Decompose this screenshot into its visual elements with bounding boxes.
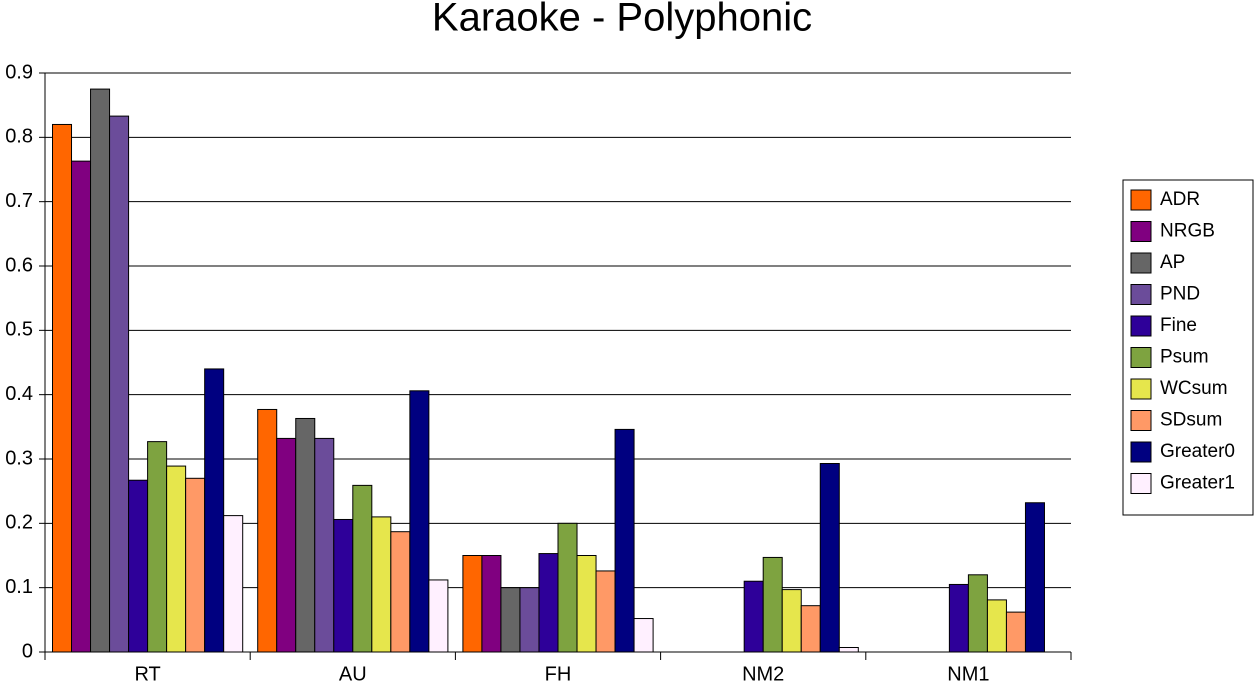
legend-swatch bbox=[1130, 473, 1152, 494]
bar bbox=[390, 531, 411, 653]
legend-swatch bbox=[1130, 252, 1152, 274]
bar bbox=[538, 553, 559, 653]
bar bbox=[743, 580, 764, 653]
legend-label: Fine bbox=[1160, 315, 1197, 336]
legend-label: SDsum bbox=[1160, 410, 1222, 431]
bar bbox=[409, 390, 430, 653]
bar bbox=[819, 463, 840, 653]
bar bbox=[838, 646, 859, 653]
bar bbox=[52, 123, 73, 653]
legend-label: ADR bbox=[1160, 189, 1200, 210]
bar bbox=[633, 618, 654, 653]
bar bbox=[967, 574, 988, 653]
bar bbox=[295, 417, 316, 653]
legend-label: Greater1 bbox=[1160, 473, 1235, 494]
y-tick-label: 0.5 bbox=[5, 319, 33, 341]
bar bbox=[462, 555, 483, 653]
y-tick-label: 0.7 bbox=[5, 190, 33, 212]
bar bbox=[257, 408, 278, 653]
bar bbox=[986, 599, 1007, 653]
bar bbox=[166, 465, 187, 653]
bar bbox=[276, 437, 297, 653]
y-tick-label: 0.4 bbox=[5, 383, 33, 405]
bar bbox=[762, 556, 783, 653]
bar bbox=[185, 477, 206, 653]
bar bbox=[428, 579, 449, 653]
bar bbox=[595, 570, 616, 653]
legend-label: Greater0 bbox=[1160, 441, 1235, 462]
bar bbox=[948, 583, 969, 653]
x-tick-label: FH bbox=[545, 663, 572, 684]
chart-title: Karaoke - Polyphonic bbox=[432, 0, 812, 40]
bar bbox=[352, 484, 373, 653]
legend-label: PND bbox=[1160, 284, 1200, 305]
y-tick-label: 0.2 bbox=[5, 512, 33, 534]
legend-swatch bbox=[1130, 441, 1152, 463]
legend-swatch bbox=[1130, 189, 1152, 211]
bar bbox=[128, 479, 149, 653]
bar bbox=[614, 428, 635, 653]
x-tick-label: NM1 bbox=[947, 663, 989, 684]
y-tick-label: 0.1 bbox=[5, 576, 33, 598]
legend-label: AP bbox=[1160, 252, 1185, 273]
bar bbox=[519, 587, 540, 653]
legend-label: NRGB bbox=[1160, 221, 1215, 242]
bar bbox=[90, 88, 111, 653]
bar bbox=[1005, 611, 1026, 653]
y-tick-label: 0 bbox=[22, 640, 33, 662]
bar bbox=[576, 555, 597, 653]
legend-swatch bbox=[1130, 315, 1152, 337]
bar bbox=[1024, 502, 1045, 653]
y-tick-label: 0.8 bbox=[5, 126, 33, 148]
y-tick-label: 0.9 bbox=[5, 61, 33, 83]
legend-swatch bbox=[1130, 221, 1152, 242]
y-tick-label: 0.3 bbox=[5, 447, 33, 469]
y-tick-label: 0.6 bbox=[5, 254, 33, 276]
bar bbox=[781, 589, 802, 653]
bar bbox=[147, 441, 168, 653]
bar bbox=[71, 160, 92, 653]
bar bbox=[800, 605, 821, 653]
legend-swatch bbox=[1130, 378, 1152, 400]
bar bbox=[333, 518, 354, 653]
legend-label: Psum bbox=[1160, 347, 1209, 368]
x-tick-label: AU bbox=[339, 663, 367, 684]
legend-swatch bbox=[1130, 347, 1152, 368]
legend-swatch bbox=[1130, 410, 1152, 431]
x-tick-label: NM2 bbox=[742, 663, 784, 684]
bar bbox=[223, 515, 244, 653]
bar bbox=[204, 368, 225, 653]
legend-swatch bbox=[1130, 284, 1152, 305]
bar bbox=[557, 522, 578, 653]
bar bbox=[481, 555, 502, 653]
legend-label: WCsum bbox=[1160, 378, 1228, 399]
bar bbox=[500, 587, 521, 653]
bar bbox=[371, 516, 392, 653]
bar bbox=[109, 115, 130, 653]
bar bbox=[314, 437, 335, 653]
x-tick-label: RT bbox=[134, 663, 160, 684]
